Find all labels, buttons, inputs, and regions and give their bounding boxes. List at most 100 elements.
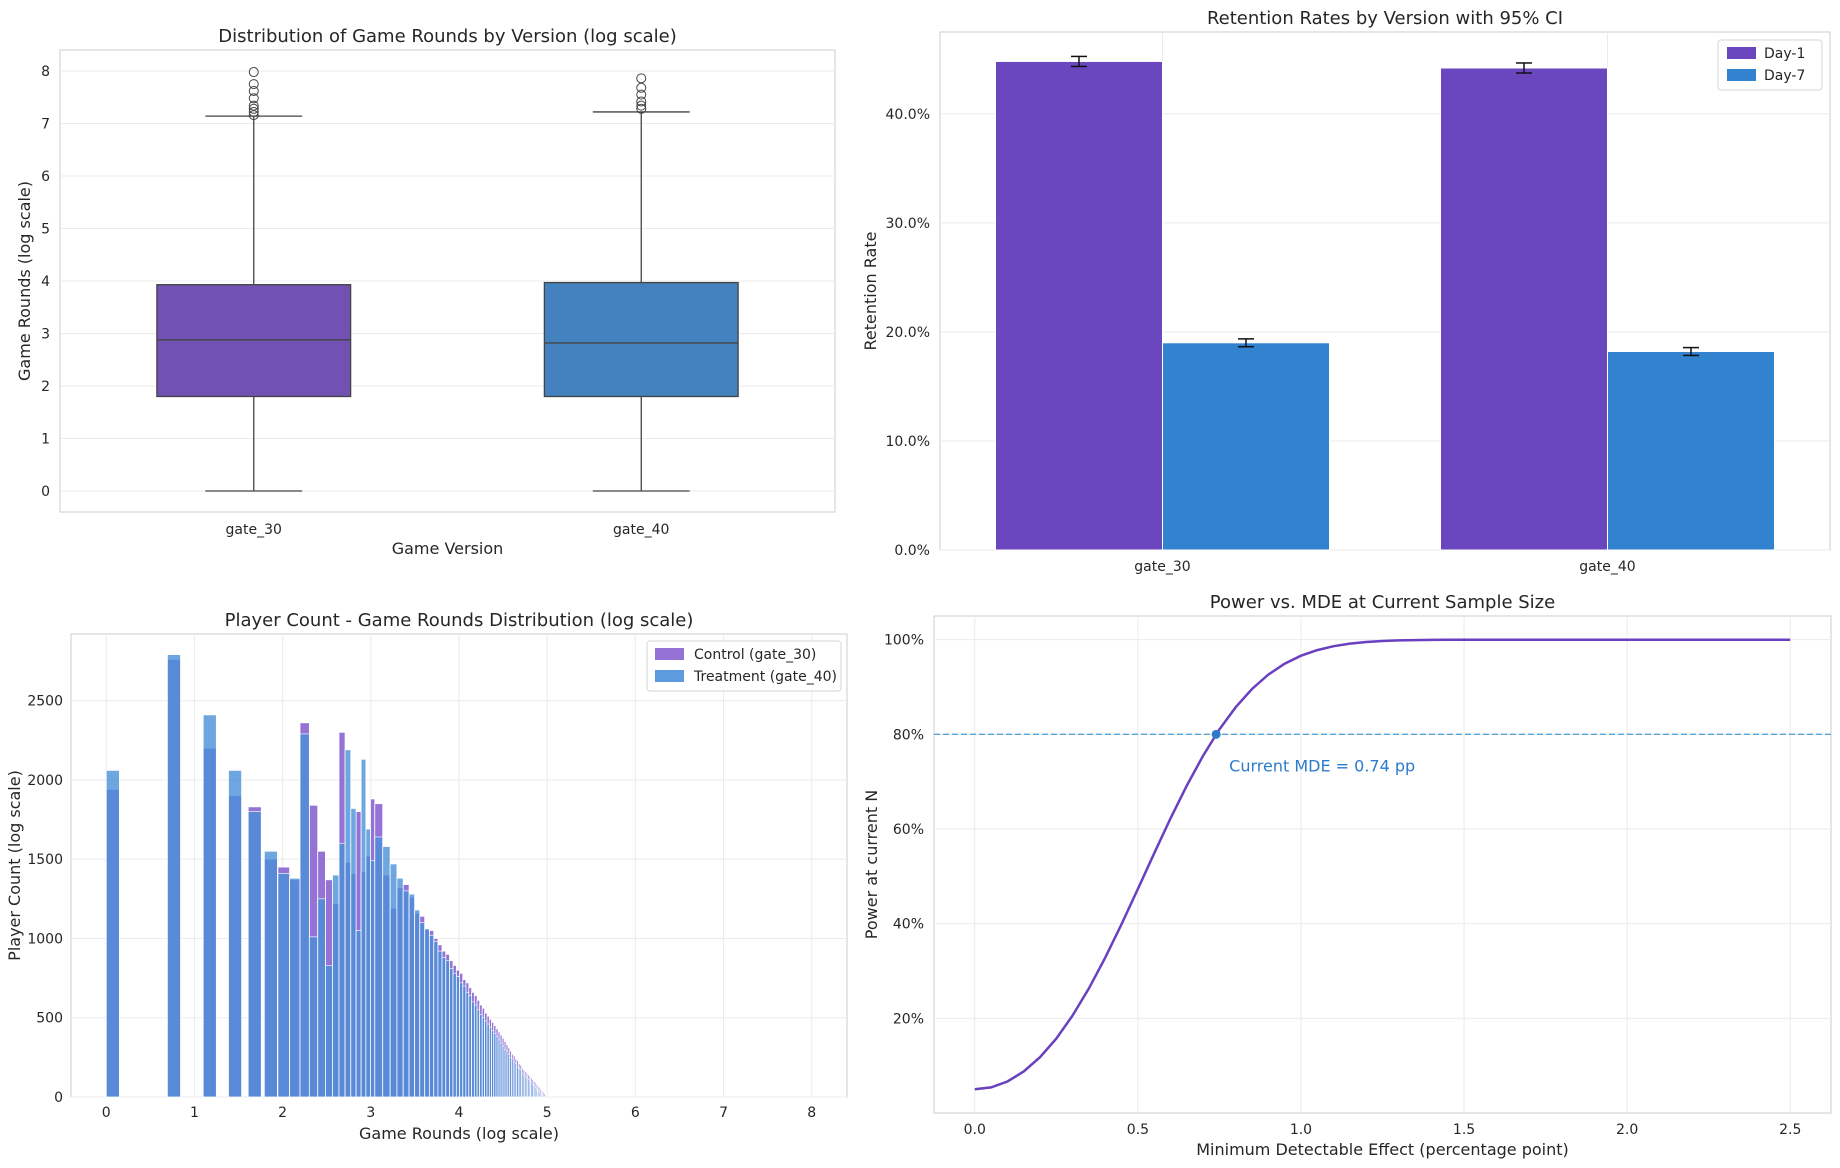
box-flier xyxy=(248,106,259,117)
mde-annotation: Current MDE = 0.74 pp xyxy=(1229,756,1415,775)
hist-bar xyxy=(389,863,398,1098)
hist-bar xyxy=(540,1095,544,1098)
x-tick-label: 8 xyxy=(807,1105,816,1121)
y-tick-label: 7 xyxy=(41,117,50,133)
hist-bar xyxy=(308,936,319,1098)
hist-bar xyxy=(355,930,362,1098)
x-tick-label: 2 xyxy=(278,1105,287,1121)
bar-Day-7-gate_30 xyxy=(1162,342,1330,551)
bar-Day-7-gate_40 xyxy=(1607,351,1775,551)
y-tick-label: 80% xyxy=(893,727,924,743)
retention-bar-panel: 0.0% 10.0% 20.0% 30.0% 40.0% gate_30 gate_40 Da… xyxy=(861,8,1831,575)
chart-title: Power vs. MDE at Current Sample Size xyxy=(1210,592,1555,613)
hist-bar xyxy=(468,995,473,1098)
x-tick-label: gate_30 xyxy=(1134,559,1190,575)
hist-series-treatment xyxy=(105,654,544,1098)
hist-bar xyxy=(455,976,461,1098)
hist-bar xyxy=(462,985,467,1098)
y-axis-label: Retention Rate xyxy=(861,232,880,351)
box-flier xyxy=(636,100,647,111)
legend-label: Day-7 xyxy=(1764,68,1805,84)
power-curve-line xyxy=(974,638,1791,1091)
hist-bar xyxy=(473,1004,478,1098)
x-tick-label: 0.5 xyxy=(1127,1122,1149,1138)
hist-bar xyxy=(228,769,243,1098)
x-tick-label: 2.0 xyxy=(1616,1122,1638,1138)
legend: Control (gate_30) Treatment (gate_40) xyxy=(646,640,842,692)
chart-title: Player Count - Game Rounds Distribution … xyxy=(225,610,694,631)
hist-bar xyxy=(465,991,470,1098)
hist-bar xyxy=(543,1093,546,1098)
x-tick-label: gate_40 xyxy=(613,522,669,538)
legend-swatch xyxy=(655,648,684,660)
box-flier xyxy=(248,67,259,78)
hist-bar xyxy=(441,957,447,1098)
x-tick-label: 4 xyxy=(455,1105,464,1121)
hist-bar xyxy=(360,758,367,1098)
y-tick-label: 0 xyxy=(41,484,50,500)
legend-swatch xyxy=(655,670,684,682)
box-flier xyxy=(248,85,259,96)
box-flier xyxy=(636,96,647,107)
hist-bar xyxy=(374,836,384,1098)
hist-bar xyxy=(277,873,291,1098)
hist-bar xyxy=(459,982,464,1098)
y-tick-label: 20% xyxy=(893,1011,924,1027)
legend-label: Treatment (gate_40) xyxy=(693,669,837,685)
bar-Day-1-gate_40 xyxy=(1440,67,1608,551)
hist-bar xyxy=(449,968,454,1098)
y-tick-label: 2 xyxy=(41,379,50,395)
hist-bar xyxy=(408,893,416,1098)
y-tick-label: 2500 xyxy=(27,694,63,710)
y-tick-label: 4 xyxy=(41,274,50,290)
histogram-panel: 0 500 1000 1500 2000 2500 0 1 2 3 4 5 6 7 8 Control (ga… xyxy=(5,610,848,1143)
hist-bar xyxy=(402,890,410,1098)
boxplot-panel: 0 1 2 3 4 5 6 7 8 gate_30 gate_40 Distribution of G… xyxy=(15,26,836,558)
hist-bar xyxy=(263,850,278,1098)
x-tick-label: 1.0 xyxy=(1290,1122,1312,1138)
legend-swatch-Day-7 xyxy=(1727,69,1756,81)
hist-bar xyxy=(202,714,217,1098)
hist-bar xyxy=(317,898,326,1098)
hist-bar xyxy=(299,733,310,1098)
hist-bar xyxy=(289,877,301,1098)
hist-bar xyxy=(247,811,262,1098)
hist-bar xyxy=(344,749,352,1098)
x-tick-label: 7 xyxy=(719,1105,728,1121)
y-tick-label: 5 xyxy=(41,222,50,238)
hist-bar xyxy=(350,808,357,1098)
bar-Day-1-gate_30 xyxy=(995,60,1163,551)
box-flier xyxy=(248,79,259,90)
y-tick-label: 30.0% xyxy=(886,216,930,232)
x-tick-label: 0.0 xyxy=(964,1122,986,1138)
hist-bar xyxy=(414,909,421,1098)
x-tick-label: 5 xyxy=(543,1105,552,1121)
y-tick-label: 6 xyxy=(41,169,50,185)
y-tick-label: 40% xyxy=(893,917,924,933)
hist-bar xyxy=(471,1001,475,1098)
y-tick-label: 1000 xyxy=(27,931,63,947)
hist-bar xyxy=(428,934,435,1098)
box-flier xyxy=(248,103,259,114)
hist-bar xyxy=(437,950,443,1098)
x-axis-label: Game Version xyxy=(392,539,504,558)
current-mde-marker xyxy=(1211,729,1221,739)
x-axis-label: Game Rounds (log scale) xyxy=(359,1124,559,1143)
y-tick-label: 8 xyxy=(41,64,50,80)
y-tick-label: 2000 xyxy=(27,773,63,789)
y-tick-label: 3 xyxy=(41,327,50,343)
y-tick-label: 1500 xyxy=(27,852,63,868)
y-axis-label: Power at current N xyxy=(862,790,881,939)
box-gate_30 xyxy=(156,284,352,398)
legend-label: Day-1 xyxy=(1764,46,1805,62)
x-tick-label: gate_30 xyxy=(226,522,282,538)
box-flier xyxy=(636,103,647,114)
chart-title: Retention Rates by Version with 95% CI xyxy=(1207,8,1563,29)
chart-title: Distribution of Game Rounds by Version (… xyxy=(218,26,676,47)
y-tick-label: 100% xyxy=(884,633,924,649)
hist-bar xyxy=(338,842,346,1098)
plot-frame xyxy=(933,615,1832,1114)
x-tick-label: 1 xyxy=(190,1105,199,1121)
y-tick-label: 10.0% xyxy=(886,434,930,450)
